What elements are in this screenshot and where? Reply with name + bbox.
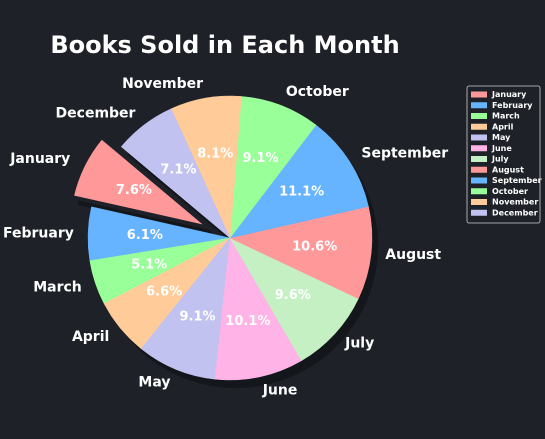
category-label-march: March	[33, 279, 82, 295]
category-label-november: November	[122, 76, 203, 92]
percent-label-august: 10.6%	[292, 240, 337, 255]
legend-swatch-august	[471, 166, 487, 173]
legend-swatch-march	[471, 113, 487, 119]
category-label-december: December	[56, 106, 136, 122]
legend-swatch-october	[471, 188, 487, 195]
percent-label-april: 6.6%	[146, 285, 182, 300]
slice-january	[69, 134, 213, 231]
slice-december	[120, 108, 231, 239]
legend-label-january: January	[491, 90, 527, 99]
slice-august	[229, 206, 373, 299]
legend-swatch-april	[471, 123, 487, 130]
category-label-february: February	[3, 225, 74, 241]
percent-label-may: 9.1%	[180, 309, 216, 324]
legend-swatch-july	[471, 156, 487, 162]
slice-june	[214, 237, 302, 381]
legend-label-august: August	[492, 165, 524, 174]
category-label-september: September	[361, 145, 448, 161]
slice-july	[229, 237, 359, 361]
legend-label-april: April	[492, 122, 514, 131]
category-label-october: October	[286, 84, 349, 100]
category-label-july: July	[344, 336, 374, 352]
pie-slices	[69, 95, 373, 381]
legend-swatch-december	[471, 209, 487, 216]
percent-label-december: 7.1%	[160, 163, 196, 178]
legend-swatch-february	[471, 102, 487, 109]
legend-swatch-may	[471, 134, 487, 141]
legend-label-july: July	[491, 155, 509, 164]
percent-label-february: 6.1%	[127, 228, 163, 243]
legend-swatch-january	[471, 91, 487, 98]
percent-label-september: 11.1%	[279, 184, 324, 199]
percent-label-june: 10.1%	[225, 314, 270, 329]
legend-swatch-november	[471, 199, 487, 205]
category-label-may: May	[138, 374, 170, 390]
legend-label-november: November	[492, 198, 538, 207]
chart-title: Books Sold in Each Month	[50, 31, 399, 59]
legend-label-may: May	[492, 133, 511, 142]
category-label-april: April	[72, 329, 109, 345]
legend-label-september: September	[492, 176, 542, 185]
category-label-august: August	[385, 247, 441, 263]
legend-label-december: December	[492, 208, 538, 217]
legend-swatch-june	[471, 145, 487, 152]
percent-label-october: 9.1%	[242, 151, 278, 166]
legend-swatch-september	[471, 177, 487, 184]
category-labels: January February March April May June July Augu…	[3, 76, 448, 399]
percent-label-january: 7.6%	[116, 183, 152, 198]
legend-label-march: March	[492, 112, 520, 121]
percent-label-march: 5.1%	[131, 257, 167, 272]
slice-may	[140, 237, 231, 380]
category-label-june: June	[262, 383, 298, 399]
percent-label-july: 9.6%	[275, 288, 311, 303]
legend-label-june: June	[491, 144, 512, 153]
slice-october	[229, 96, 317, 239]
percent-label-november: 8.1%	[197, 147, 233, 162]
category-label-january: January	[9, 151, 70, 167]
legend-label-february: February	[492, 101, 533, 110]
legend-label-october: October	[492, 187, 528, 196]
percent-labels: 7.6% 6.1% 5.1% 6.6% 9.1% 10.1% 9.6% 10.6% 11.1% 9…	[116, 147, 337, 329]
slice-september	[229, 124, 369, 239]
